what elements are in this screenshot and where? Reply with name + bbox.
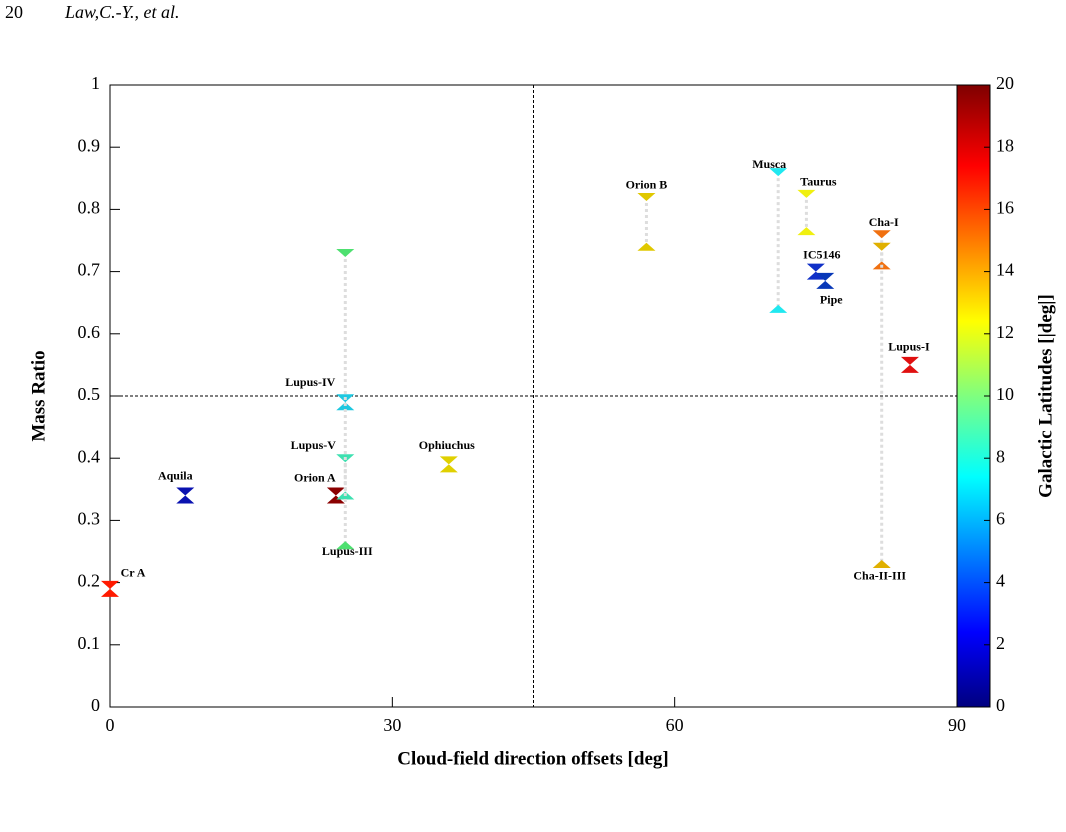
y-tick-label: 0 [91,695,100,715]
range-low [637,242,656,251]
y-tick-label: 0.7 [78,260,101,280]
range-high [872,242,891,251]
marker-down [176,487,195,496]
point [900,356,919,373]
point-label: Lupus-IV [285,375,335,389]
y-tick-label: 0.2 [78,571,101,591]
range-low [769,304,788,313]
colorbar-tick-label: 14 [996,260,1014,280]
marker-up [806,271,825,280]
colorbar-tick-label: 16 [996,198,1014,218]
colorbar-title: Galactic Latitudes [|deg|] [1035,294,1056,498]
point [101,580,119,597]
marker-up [769,304,788,313]
marker-down [336,248,355,257]
y-tick-label: 0.5 [78,384,101,404]
marker-down [816,272,835,281]
marker-down [326,487,345,496]
point-label: IC5146 [803,247,840,261]
marker-up [816,280,835,289]
y-tick-label: 0.8 [78,198,101,218]
range-high [769,168,788,177]
page-number: 20 [5,2,23,22]
marker-up [797,227,816,236]
marker-up [336,402,355,411]
point-label: Cha-I [869,215,899,229]
marker-down [900,356,919,365]
point-label: Lupus-I [888,340,930,354]
marker-down [769,168,788,177]
point [806,263,825,280]
marker-up [336,541,355,550]
range-high [797,189,816,198]
marker-down [637,192,656,201]
point-label: Cr A [121,566,146,580]
point-label: Orion B [626,178,668,192]
point-label: Lupus-V [291,438,337,452]
y-tick-label: 0.9 [78,135,101,155]
colorbar-tick-label: 2 [996,633,1005,653]
colorbar-tick-label: 6 [996,509,1005,529]
marker-up [101,588,119,597]
point-label: Ophiuchus [419,438,475,452]
marker-up [439,464,458,473]
y-axis-title: Mass Ratio [28,350,49,441]
y-tick-label: 0.1 [78,633,101,653]
colorbar-tick-label: 4 [996,571,1005,591]
point [326,487,345,504]
marker-up [637,242,656,251]
point [439,456,458,473]
marker-up [176,495,195,504]
point-label: Lupus-III [322,544,373,558]
x-tick-label: 30 [383,715,401,735]
point-label: Orion A [294,470,336,484]
running-head: Law,C.-Y., et al. [64,2,180,22]
y-tick-label: 0.4 [78,446,101,466]
marker-up [872,559,891,568]
x-tick-label: 0 [106,715,115,735]
point-label: Taurus [800,175,837,189]
range-high [336,248,355,257]
point-label: Musca [752,157,786,171]
marker-down [806,263,825,272]
marker-up [900,364,919,373]
marker-up [326,495,345,504]
colorbar-tick-label: 0 [996,695,1005,715]
point-label: Pipe [820,293,843,307]
marker-down [872,230,891,239]
x-tick-label: 60 [666,715,684,735]
range-high [872,230,891,239]
colorbar-tick-label: 8 [996,446,1005,466]
marker-down [439,456,458,465]
range-low [336,541,355,550]
marker-down [797,189,816,198]
colorbar-tick-label: 12 [996,322,1014,342]
point [176,487,195,504]
y-tick-label: 0.3 [78,509,101,529]
x-tick-label: 90 [948,715,966,735]
point-label: Aquila [158,468,193,482]
marker-down [872,242,891,251]
y-tick-label: 0.6 [78,322,101,342]
colorbar-tick-label: 18 [996,135,1014,155]
point [336,394,355,411]
range-low [797,227,816,236]
x-axis-title: Cloud-field direction offsets [deg] [397,748,668,769]
point [816,272,835,289]
marker-down [101,580,119,589]
colorbar-tick-label: 10 [996,384,1014,404]
y-tick-label: 1 [91,73,100,93]
point-label: Cha-II-III [853,569,906,583]
range-high [637,192,656,201]
range-low [872,559,891,568]
colorbar-tick-label: 20 [996,73,1014,93]
